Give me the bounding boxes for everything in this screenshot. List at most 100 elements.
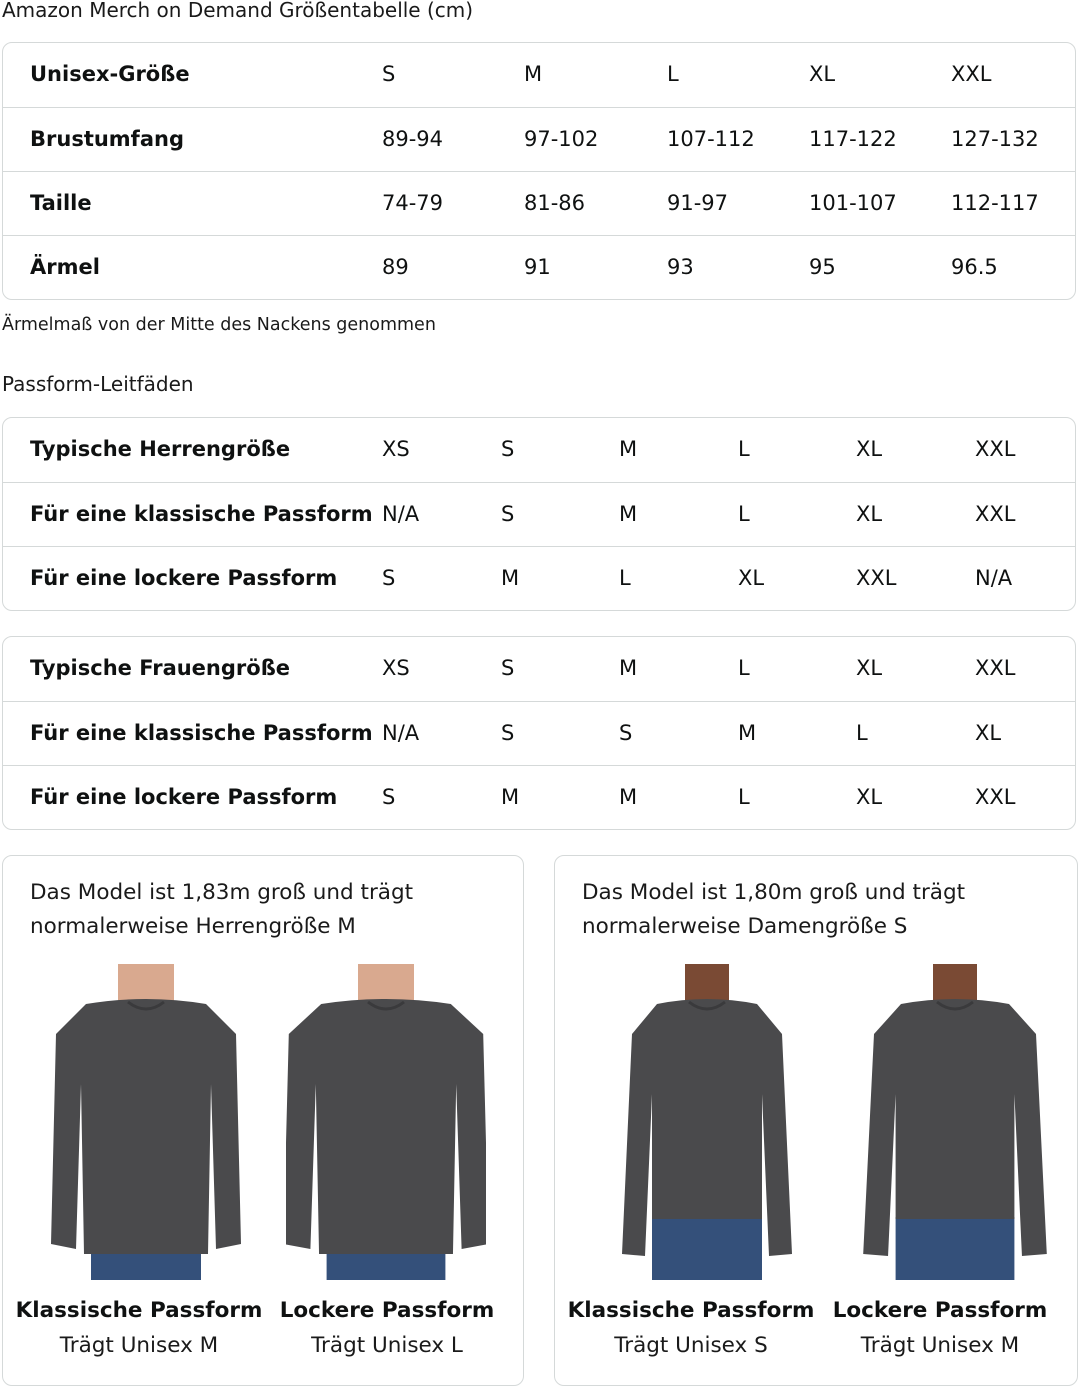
table-cell: S	[501, 656, 515, 680]
table-cell: L	[619, 566, 631, 590]
fit-name: Klassische Passform	[567, 1298, 815, 1323]
men-fit-table: Typische Herrengröße XS S M L XL XXL Für eine k…	[2, 417, 1076, 611]
size-table: Unisex-Größe S M L XL XXL Brustumfang 89-94 97-1…	[2, 42, 1076, 300]
table-cell: XL	[856, 437, 883, 461]
table-cell: 91	[524, 255, 551, 279]
table-cell: S	[501, 502, 515, 526]
table-cell: XXL	[975, 437, 1016, 461]
table-cell: 97-102	[524, 127, 599, 151]
model-photo-loose-fit	[855, 964, 1055, 1280]
table-cell: M	[619, 502, 638, 526]
table-cell: M	[501, 785, 520, 809]
table-cell: S	[382, 62, 396, 86]
table-row: Brustumfang 89-94 97-102 107-112 117-122 127-…	[3, 107, 1075, 171]
table-row: Für eine lockere Passform S M M L XL XXL	[3, 765, 1075, 829]
fit-name: Klassische Passform	[15, 1298, 263, 1323]
row-label: Taille	[30, 191, 92, 215]
table-cell: S	[501, 437, 515, 461]
fit-guide-title: Passform-Leitfäden	[2, 372, 194, 396]
row-label: Für eine klassische Passform	[30, 721, 373, 745]
table-cell: 96.5	[951, 255, 998, 279]
table-cell: XL	[856, 502, 883, 526]
fit-size-worn: Trägt Unisex S	[614, 1333, 768, 1358]
table-cell: S	[382, 566, 396, 590]
model-card-women: Das Model ist 1,80m groß und trägt norma…	[554, 855, 1078, 1386]
sleeve-note: Ärmelmaß von der Mitte des Nackens genom…	[2, 315, 436, 335]
page-title: Amazon Merch on Demand Größentabelle (cm…	[2, 0, 474, 22]
sweatshirt	[622, 999, 792, 1256]
table-cell: L	[856, 721, 868, 745]
model-photo-classic-fit	[46, 964, 246, 1280]
sweatshirt	[863, 999, 1047, 1256]
table-cell: N/A	[382, 721, 420, 745]
table-cell: M	[501, 566, 520, 590]
table-cell: XS	[382, 437, 410, 461]
fit-name: Lockere Passform	[832, 1298, 1048, 1323]
table-cell: XL	[975, 721, 1002, 745]
table-cell: M	[619, 785, 638, 809]
model-jeans	[895, 1217, 1015, 1280]
sweatshirt	[51, 999, 241, 1254]
model-description: Das Model ist 1,83m groß und trägt norma…	[30, 880, 414, 939]
row-label: Typische Frauengröße	[30, 656, 291, 680]
table-cell: 89-94	[382, 127, 444, 151]
table-cell: XXL	[856, 566, 897, 590]
table-cell: XL	[738, 566, 765, 590]
row-label: Für eine lockere Passform	[30, 785, 338, 809]
table-cell: M	[524, 62, 543, 86]
table-cell: 89	[382, 255, 409, 279]
row-label: Ärmel	[30, 255, 100, 279]
fit-size-worn: Trägt Unisex M	[860, 1333, 1020, 1358]
table-cell: L	[738, 502, 750, 526]
table-cell: 93	[667, 255, 694, 279]
table-cell: L	[738, 785, 750, 809]
fit-name: Lockere Passform	[279, 1298, 495, 1323]
table-cell: XL	[856, 656, 883, 680]
table-cell: XXL	[975, 656, 1016, 680]
table-row: Unisex-Größe S M L XL XXL	[3, 43, 1075, 107]
model-description: Das Model ist 1,80m groß und trägt norma…	[582, 880, 966, 939]
sweatshirt	[283, 999, 489, 1254]
table-cell: XS	[382, 656, 410, 680]
row-label: Unisex-Größe	[30, 62, 190, 86]
table-cell: 74-79	[382, 191, 444, 215]
women-fit-table: Typische Frauengröße XS S M L XL XXL Für eine k…	[2, 636, 1076, 830]
table-cell: N/A	[975, 566, 1013, 590]
model-card-men: Das Model ist 1,83m groß und trägt norma…	[2, 855, 524, 1386]
table-row: Für eine klassische Passform N/A S M L XL XXL	[3, 482, 1075, 546]
table-cell: XXL	[975, 502, 1016, 526]
model-jeans	[652, 1217, 762, 1280]
model-photo-loose-fit	[283, 964, 489, 1280]
fit-size-worn: Trägt Unisex M	[59, 1333, 219, 1358]
table-cell: N/A	[382, 502, 420, 526]
row-label: Für eine klassische Passform	[30, 502, 373, 526]
row-label: Für eine lockere Passform	[30, 566, 338, 590]
table-row: Typische Herrengröße XS S M L XL XXL	[3, 418, 1075, 482]
model-jeans	[91, 1252, 201, 1280]
row-label: Typische Herrengröße	[30, 437, 291, 461]
table-cell: XL	[809, 62, 836, 86]
table-cell: L	[738, 437, 750, 461]
table-cell: 107-112	[667, 127, 755, 151]
table-row: Typische Frauengröße XS S M L XL XXL	[3, 637, 1075, 701]
model-photo-classic-fit	[607, 964, 807, 1280]
table-cell: L	[667, 62, 679, 86]
model-jeans	[326, 1252, 446, 1280]
table-row: Für eine klassische Passform N/A S S M L XL	[3, 701, 1075, 765]
row-label: Brustumfang	[30, 127, 184, 151]
table-cell: S	[382, 785, 396, 809]
table-cell: M	[619, 656, 638, 680]
table-cell: 91-97	[667, 191, 729, 215]
fit-size-worn: Trägt Unisex L	[311, 1333, 463, 1358]
table-cell: S	[501, 721, 515, 745]
table-cell: 81-86	[524, 191, 586, 215]
table-cell: XL	[856, 785, 883, 809]
table-row: Ärmel 89 91 93 95 96.5	[3, 235, 1075, 299]
table-cell: 95	[809, 255, 836, 279]
table-cell: M	[619, 437, 638, 461]
table-cell: XXL	[951, 62, 992, 86]
table-cell: M	[738, 721, 757, 745]
table-cell: 112-117	[951, 191, 1039, 215]
table-cell: 101-107	[809, 191, 897, 215]
table-row: Für eine lockere Passform S M L XL XXL N/A	[3, 546, 1075, 610]
